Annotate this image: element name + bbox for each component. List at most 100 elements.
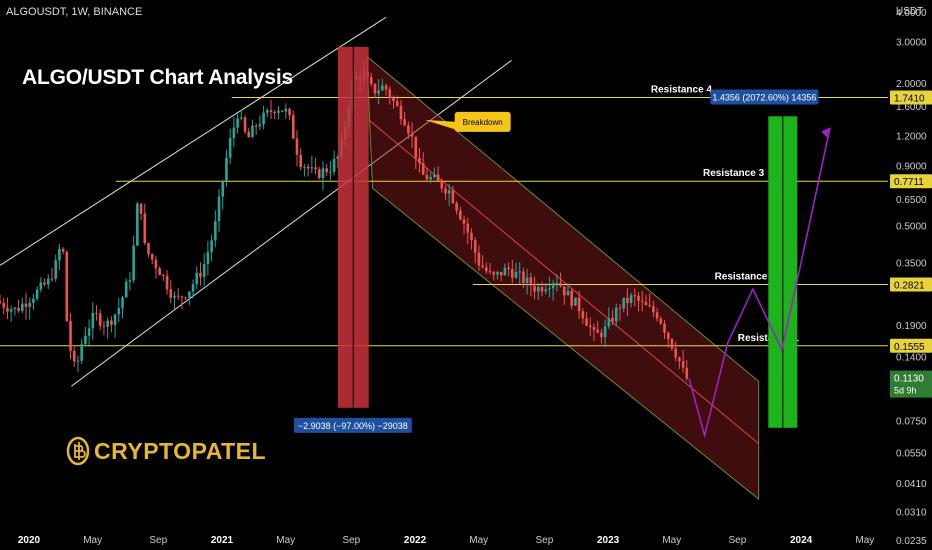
candle-body [418,158,421,163]
resistance-price-tag [890,277,932,292]
candle-body [544,289,548,292]
candle-body [551,283,555,289]
candle-body [43,282,46,285]
candle-body [644,301,648,306]
candle-body [477,252,481,266]
resistance-label: Resistance 4 [651,84,713,95]
y-tick-label: 0.9000 [896,161,927,172]
candle-body [132,245,135,281]
resistance-price-text: 1.7410 [894,93,925,104]
upper-channel-line [0,16,387,266]
candle-body [607,317,611,327]
y-tick-label: 0.1400 [896,353,927,364]
candle-body [529,277,533,286]
candle-body [87,328,91,336]
axis-unit: USDT [896,6,923,17]
candle-body [514,271,518,278]
projection-path [688,127,831,439]
x-tick-label: Sep [535,535,553,546]
candle-body [447,190,451,194]
candle-body [169,289,173,298]
candle-body [228,137,232,158]
candle-body [614,307,618,322]
candle-body [202,264,206,277]
resistance-price-tag [890,174,932,189]
y-tick-label: 3.0000 [896,38,927,49]
candle-body [600,332,603,338]
candle-body [106,320,109,327]
gain-measure-tag [710,89,819,105]
candle-body [277,110,280,113]
candle-body [485,267,488,272]
resistance-price-tag [890,338,932,353]
candle-body [258,124,262,127]
candle-body [585,318,588,326]
candle-body [403,119,406,126]
candle-body [80,344,83,361]
y-tick-label: 0.0310 [896,508,927,519]
candle-body [566,290,570,296]
candle-body [611,317,614,322]
candle-body [473,240,477,253]
candle-body [195,272,199,285]
candle-body [592,327,596,330]
x-tick-label: May [83,535,102,546]
candle-body [570,290,574,306]
x-tick-label: Sep [342,535,360,546]
candle-body [603,326,607,338]
candle-body [273,111,277,113]
trend-channels [0,16,760,501]
candle-body [180,296,184,298]
candle-body [6,307,9,312]
lower-channel-line [71,59,512,387]
x-tick-label: 2020 [18,535,41,546]
candle-body [652,306,655,313]
candle-body [173,295,176,298]
gain-measure-text: 1.4356 (2072.60%) 14356 [712,92,816,102]
x-tick-label: 2021 [211,535,234,546]
candle-body [325,168,328,173]
candle-body [165,275,169,290]
current-price-tag [890,370,932,398]
candle-body [444,188,447,194]
candle-body [162,275,165,277]
candle-body [655,312,659,319]
candle-body [492,272,496,275]
candle-body [629,295,633,304]
y-tick-label: 0.3500 [896,258,927,269]
candle-body [399,105,403,120]
candle-body [0,301,2,304]
candle-body [236,118,239,128]
candle-body [522,271,525,284]
candle-body [659,318,663,324]
candle-body [392,97,395,102]
candle-body [459,210,462,220]
candle-body [124,281,128,298]
candle-body [188,291,191,298]
candle-body [13,307,17,310]
y-tick-label: 1.2000 [896,132,927,143]
candle-body [254,125,258,127]
x-tick-label: 2022 [404,535,427,546]
x-tick-label: 2023 [597,535,620,546]
candle-body [9,309,13,312]
crypto-coin-icon [66,436,90,466]
candle-body [65,251,69,322]
candle-body [206,252,210,265]
resistance-price-tag [890,90,932,105]
candle-body [466,223,470,233]
candle-body [176,295,180,297]
breakdown-pointer [424,119,457,130]
candle-body [388,89,392,98]
candle-body [488,271,492,273]
candle-body [265,110,269,113]
candle-body [240,117,243,119]
candle-body [280,110,284,112]
candle-body [17,307,20,311]
candle-body [384,85,388,90]
candle-body [462,219,466,224]
candle-body [24,303,28,307]
candle-body [262,112,265,125]
